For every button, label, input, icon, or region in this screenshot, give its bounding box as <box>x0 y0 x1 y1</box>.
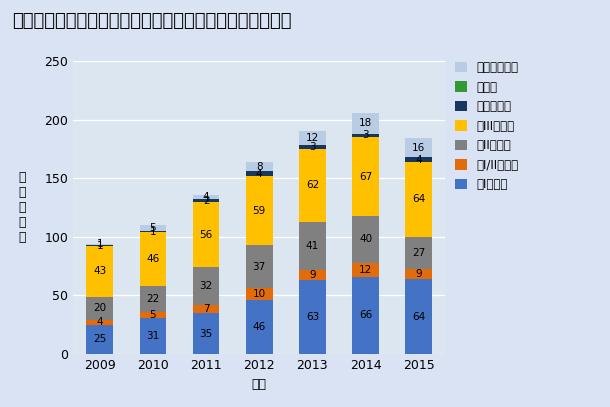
Bar <box>406 237 432 269</box>
Bar <box>353 134 379 137</box>
Bar <box>353 113 379 134</box>
Y-axis label: 治
験
課
題
数: 治 験 課 題 数 <box>18 171 26 244</box>
Text: 67: 67 <box>359 171 372 182</box>
Bar <box>406 138 432 157</box>
Text: 43: 43 <box>93 267 106 276</box>
Text: 40: 40 <box>359 234 372 244</box>
Text: 31: 31 <box>146 331 160 341</box>
Text: 10: 10 <box>253 289 266 299</box>
Text: 18: 18 <box>359 118 372 128</box>
Bar <box>246 300 273 354</box>
Text: 4: 4 <box>256 168 262 179</box>
Bar <box>140 232 166 286</box>
Text: 66: 66 <box>359 311 372 320</box>
Bar <box>246 171 273 176</box>
Bar <box>87 297 113 320</box>
Text: 1: 1 <box>96 241 103 251</box>
Bar <box>299 149 326 222</box>
Bar <box>246 289 273 300</box>
Bar <box>140 312 166 318</box>
Text: 4: 4 <box>415 155 422 164</box>
Text: 20: 20 <box>93 303 106 313</box>
Bar <box>406 269 432 279</box>
Text: 22: 22 <box>146 294 160 304</box>
Text: 32: 32 <box>199 281 213 291</box>
Bar <box>406 162 432 237</box>
Text: 3: 3 <box>362 131 369 140</box>
Text: 5: 5 <box>149 310 156 320</box>
Bar <box>193 313 220 354</box>
Bar <box>246 176 273 245</box>
Text: 25: 25 <box>93 335 106 344</box>
Text: 9: 9 <box>309 270 316 280</box>
Bar <box>353 216 379 263</box>
Text: 41: 41 <box>306 241 319 251</box>
Text: 12: 12 <box>306 133 319 143</box>
Text: 2: 2 <box>203 195 209 206</box>
Bar <box>299 222 326 270</box>
Text: 1: 1 <box>149 227 156 236</box>
Bar <box>299 145 326 149</box>
X-axis label: 年度: 年度 <box>252 378 267 390</box>
Bar <box>246 162 273 171</box>
Bar <box>193 202 220 267</box>
Bar <box>406 279 432 354</box>
Bar <box>353 277 379 354</box>
Bar <box>246 245 273 289</box>
Text: 3: 3 <box>309 142 316 152</box>
Bar <box>87 246 113 297</box>
Bar <box>87 245 113 246</box>
Text: 16: 16 <box>412 143 425 153</box>
Legend: 医師主導治験, その他, 製造販売後, 第III相試験, 第II相試験, 第I/II相試験, 第I相試験: 医師主導治験, その他, 製造販売後, 第III相試験, 第II相試験, 第I/… <box>455 61 518 191</box>
Bar <box>140 231 166 232</box>
Text: 56: 56 <box>199 230 213 240</box>
Text: 国立がん研究センター東病院で実施している治験数の推移: 国立がん研究センター東病院で実施している治験数の推移 <box>12 12 292 30</box>
Text: 35: 35 <box>199 328 213 339</box>
Bar <box>299 131 326 145</box>
Text: 46: 46 <box>146 254 160 264</box>
Bar <box>406 157 432 162</box>
Text: 5: 5 <box>149 223 156 233</box>
Bar <box>140 286 166 312</box>
Text: 59: 59 <box>253 206 266 215</box>
Bar <box>353 263 379 277</box>
Text: 63: 63 <box>306 312 319 322</box>
Bar <box>353 137 379 216</box>
Bar <box>193 195 220 199</box>
Bar <box>87 244 113 245</box>
Text: 64: 64 <box>412 312 425 322</box>
Text: 27: 27 <box>412 248 425 258</box>
Bar <box>193 267 220 305</box>
Text: 9: 9 <box>415 269 422 279</box>
Bar <box>193 305 220 313</box>
Text: 7: 7 <box>203 304 209 314</box>
Bar <box>299 270 326 280</box>
Bar <box>140 225 166 231</box>
Bar <box>299 280 326 354</box>
Text: 8: 8 <box>256 162 262 171</box>
Text: 4: 4 <box>96 317 103 328</box>
Bar <box>87 320 113 325</box>
Text: 4: 4 <box>203 192 209 202</box>
Bar <box>140 318 166 354</box>
Text: 64: 64 <box>412 195 425 204</box>
Text: 62: 62 <box>306 180 319 190</box>
Text: 1: 1 <box>96 239 103 249</box>
Text: 37: 37 <box>253 262 266 272</box>
Text: 12: 12 <box>359 265 372 275</box>
Bar <box>193 199 220 202</box>
Text: 46: 46 <box>253 322 266 332</box>
Bar <box>87 325 113 354</box>
